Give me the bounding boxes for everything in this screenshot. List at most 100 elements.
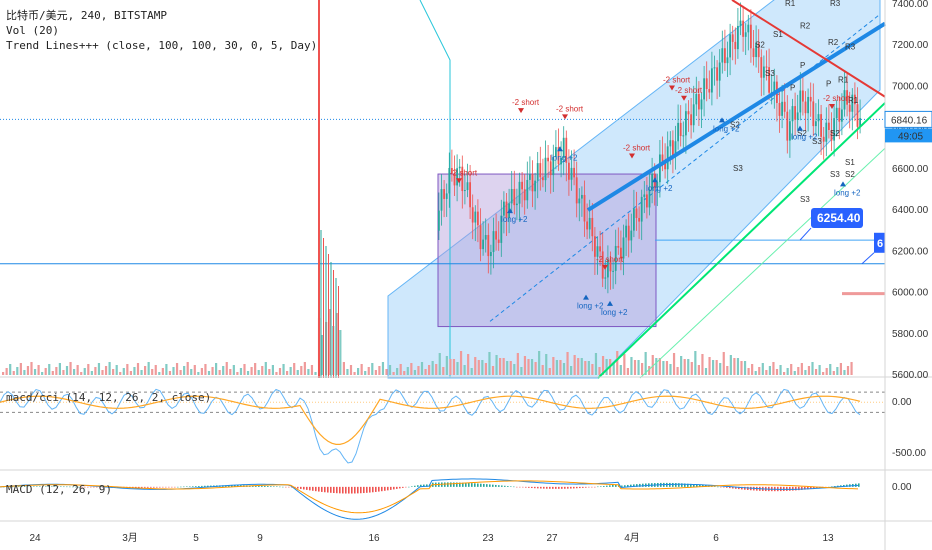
macd-histogram-bar	[636, 484, 638, 487]
macd-histogram-bar	[276, 486, 278, 487]
macd-histogram-bar	[588, 486, 590, 488]
candle-body	[687, 111, 690, 115]
short-signal-label: -2 short	[675, 86, 703, 95]
volume-bar	[37, 365, 40, 375]
macd-histogram-bar	[567, 486, 569, 489]
macd-histogram-bar	[462, 482, 464, 487]
macd-histogram-bar	[387, 486, 389, 491]
candle-body	[516, 203, 518, 206]
candle-body	[456, 168, 458, 186]
volume-bar	[101, 370, 104, 375]
pivot-label: R1	[838, 75, 849, 84]
macd-histogram-bar	[396, 486, 398, 489]
volume-bar	[104, 366, 108, 375]
macd-histogram-bar	[834, 486, 836, 487]
macd-histogram-bar	[318, 486, 320, 492]
candle-body	[578, 198, 581, 204]
pivot-label: R1	[785, 0, 796, 8]
macd-legend: MACD (12, 26, 9)	[6, 483, 112, 496]
pivot-label: S3	[733, 164, 743, 173]
volume-bar	[740, 361, 743, 375]
cci-pane[interactable]	[0, 388, 885, 464]
long-arrow	[607, 300, 613, 306]
volume-bar	[186, 362, 189, 375]
macd-histogram-bar	[831, 486, 833, 487]
macd-histogram-bar	[60, 486, 62, 487]
candle-body	[768, 67, 770, 93]
macd-histogram-bar	[171, 486, 173, 488]
volume-bar	[637, 360, 640, 375]
macd-histogram-bar	[195, 486, 197, 487]
macd-histogram-bar	[714, 486, 716, 487]
macd-histogram-bar	[183, 486, 185, 488]
candle-body	[830, 129, 833, 141]
macd-histogram-bar	[354, 486, 356, 494]
time-tick-label: 3月	[122, 532, 138, 544]
macd-histogram-bar	[87, 486, 89, 488]
macd-histogram-bar	[330, 486, 332, 493]
short-arrow	[829, 104, 835, 110]
volume-bar	[751, 364, 754, 375]
volume-bar	[672, 353, 676, 375]
macd-histogram-bar	[633, 484, 635, 487]
macd-histogram-bar	[675, 483, 677, 487]
candle-body	[828, 122, 830, 130]
candle-body	[685, 111, 687, 136]
macd-histogram-bar	[270, 486, 272, 487]
candle-body	[711, 68, 713, 93]
volume-bar	[211, 367, 214, 375]
pivot-label: S1	[845, 158, 855, 167]
candle-body	[843, 90, 846, 110]
macd-histogram-bar	[423, 484, 425, 487]
macd-histogram-bar	[534, 486, 536, 489]
price-pane[interactable]: R1 R2 R3 S1 S2 S3 P R2 R3 R1 P P R1 S2 S3 S2 S1 S2 S3 S3 S3 S…	[0, 0, 887, 379]
macd-histogram-bar	[564, 486, 566, 489]
volume-bar	[630, 357, 633, 375]
candle-body	[664, 161, 666, 170]
volume-bar	[651, 355, 654, 375]
macd-histogram-bar	[600, 486, 602, 487]
macd-histogram-bar	[723, 486, 725, 488]
macd-histogram-bar	[12, 486, 14, 488]
macd-histogram-bar	[177, 486, 179, 488]
volume-bar	[797, 367, 800, 375]
candle-body	[466, 182, 469, 191]
time-tick-label: 13	[822, 533, 834, 544]
volume-bar	[183, 366, 186, 375]
candle-body	[690, 114, 692, 126]
volume-bar	[435, 364, 438, 375]
candle-body	[451, 168, 453, 174]
long-arrow	[583, 294, 589, 300]
macd-histogram-bar	[690, 483, 692, 487]
candle-body	[846, 90, 848, 105]
macd-histogram-bar	[381, 486, 383, 492]
candle-body	[726, 57, 729, 64]
volume-bar	[623, 354, 626, 375]
time-axis[interactable]: 24 3月 5 9 16 23 27 4月 6 13	[29, 532, 834, 544]
volume-bar	[580, 358, 583, 375]
volume-bar	[165, 364, 168, 375]
macd-histogram-bar	[363, 486, 365, 494]
volume-bar	[158, 372, 161, 375]
volume-bar	[133, 367, 136, 375]
candle-body	[630, 230, 633, 241]
candle-body	[757, 43, 760, 58]
current-price-tag: 6840.16	[884, 110, 932, 128]
macd-pane[interactable]	[0, 478, 860, 520]
volume-bar	[783, 372, 786, 375]
candle-body	[622, 237, 625, 259]
volume-bar	[704, 368, 708, 375]
volume-bar	[484, 363, 487, 375]
partial-price-tag: 6	[861, 232, 885, 265]
volume-bar	[2, 372, 5, 375]
volume-bar	[58, 363, 61, 375]
macd-histogram-bar	[9, 486, 11, 488]
volume-bar	[190, 369, 193, 375]
candle-body	[547, 157, 549, 162]
volume-bar	[793, 371, 796, 375]
price-tick-label: 7400.00	[892, 0, 929, 10]
macd-histogram-bar	[789, 486, 791, 491]
macd-histogram-bar	[378, 486, 380, 492]
